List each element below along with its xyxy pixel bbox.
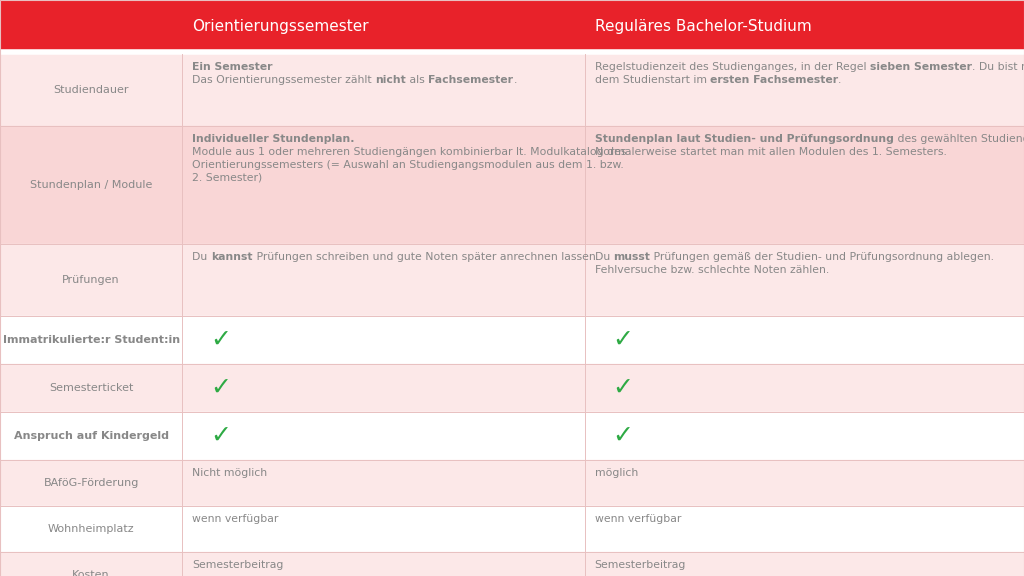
Bar [0,244,182,316]
Bar [182,412,585,460]
Text: Prüfungen gemäß der Studien- und Prüfungsordnung ablegen.: Prüfungen gemäß der Studien- und Prüfung… [650,252,994,262]
Text: ✓: ✓ [612,376,634,400]
Bar [0,316,182,364]
Text: Semesterbeitrag: Semesterbeitrag [595,560,686,570]
Text: als: als [407,75,428,85]
Text: ersten Fachsemester: ersten Fachsemester [711,75,839,85]
Bar [585,244,1024,316]
Text: Fehlversuche bzw. schlechte Noten zählen.: Fehlversuche bzw. schlechte Noten zählen… [595,265,829,275]
Text: 2. Semester): 2. Semester) [193,173,262,183]
Bar [0,54,182,126]
Text: Reguläres Bachelor-Studium: Reguläres Bachelor-Studium [595,18,811,33]
Text: ✓: ✓ [210,424,231,448]
Bar [0,0,182,52]
Bar [0,364,182,412]
Text: Wohnheimplatz: Wohnheimplatz [48,524,134,534]
Text: Ein Semester: Ein Semester [193,62,272,72]
Bar [182,0,585,52]
Bar [0,126,182,244]
Bar [0,506,182,552]
Text: Du: Du [193,252,211,262]
Text: . Du bist mit: . Du bist mit [972,62,1024,72]
Text: Stundenplan / Module: Stundenplan / Module [30,180,153,190]
Text: kannst: kannst [211,252,253,262]
Text: Das Orientierungssemester zählt: Das Orientierungssemester zählt [193,75,376,85]
Text: des gewählten Studiengangs.: des gewählten Studiengangs. [894,134,1024,144]
Bar [182,316,585,364]
Text: sieben Semester: sieben Semester [869,62,972,72]
Text: Anspruch auf Kindergeld: Anspruch auf Kindergeld [13,431,169,441]
Text: wenn verfügbar: wenn verfügbar [595,514,681,524]
Text: Fachsemester: Fachsemester [428,75,513,85]
Text: möglich: möglich [595,468,638,478]
Bar [585,412,1024,460]
Text: ✓: ✓ [210,376,231,400]
Text: Orientierungssemesters (= Auswahl an Studiengangsmodulen aus dem 1. bzw.: Orientierungssemesters (= Auswahl an Stu… [193,160,624,170]
Bar [585,316,1024,364]
Bar [0,552,182,576]
Bar [585,0,1024,52]
Text: Du: Du [595,252,613,262]
Bar [182,506,585,552]
Bar [182,460,585,506]
Bar [182,244,585,316]
Text: Orientierungssemester: Orientierungssemester [193,18,369,33]
Bar [585,552,1024,576]
Text: Immatrikulierte:r Student:in: Immatrikulierte:r Student:in [3,335,179,345]
Text: Kosten: Kosten [73,570,110,576]
Text: Module aus 1 oder mehreren Studiengängen kombinierbar lt. Modulkatalog des: Module aus 1 oder mehreren Studiengängen… [193,147,627,157]
Text: ✓: ✓ [612,328,634,352]
Bar [182,54,585,126]
Text: .: . [839,75,842,85]
Text: wenn verfügbar: wenn verfügbar [193,514,279,524]
Text: .: . [513,75,517,85]
Bar [585,460,1024,506]
Text: ✓: ✓ [210,328,231,352]
Bar [585,506,1024,552]
Text: Semesterticket: Semesterticket [49,383,133,393]
Bar [182,552,585,576]
Text: nicht: nicht [376,75,407,85]
Bar [585,54,1024,126]
Text: Semesterbeitrag: Semesterbeitrag [193,560,284,570]
Bar [0,412,182,460]
Text: musst: musst [613,252,650,262]
Text: ✓: ✓ [612,424,634,448]
Bar [0,460,182,506]
Bar [585,364,1024,412]
Text: BAföG-Förderung: BAföG-Förderung [43,478,139,488]
Text: Studiendauer: Studiendauer [53,85,129,95]
Text: Individueller Stundenplan.: Individueller Stundenplan. [193,134,354,144]
Text: Normalerweise startet man mit allen Modulen des 1. Semesters.: Normalerweise startet man mit allen Modu… [595,147,946,157]
Bar [585,126,1024,244]
Text: Stundenplan laut Studien- und Prüfungsordnung: Stundenplan laut Studien- und Prüfungsor… [595,134,894,144]
Bar [182,126,585,244]
Text: dem Studienstart im: dem Studienstart im [595,75,711,85]
Text: Nicht möglich: Nicht möglich [193,468,267,478]
Bar [182,364,585,412]
Text: Regelstudienzeit des Studienganges, in der Regel: Regelstudienzeit des Studienganges, in d… [595,62,869,72]
Text: Prüfungen schreiben und gute Noten später anrechnen lassen.: Prüfungen schreiben und gute Noten späte… [253,252,599,262]
Text: Prüfungen: Prüfungen [62,275,120,285]
